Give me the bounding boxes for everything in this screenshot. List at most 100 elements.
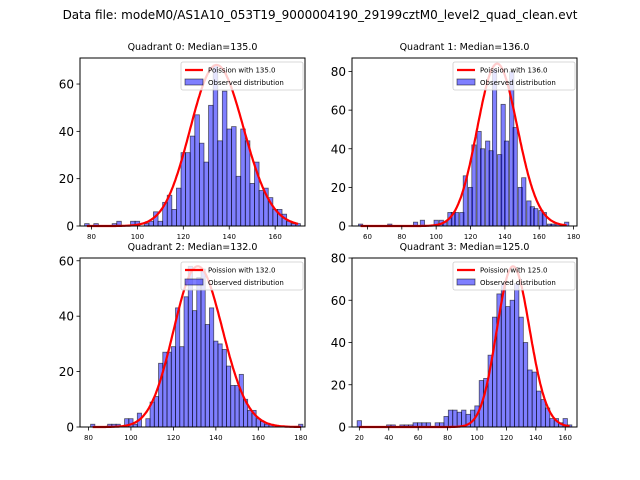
histogram-bar bbox=[200, 268, 206, 428]
histogram-bar bbox=[249, 183, 255, 227]
histogram-bar bbox=[447, 409, 454, 428]
histogram-bar bbox=[258, 190, 265, 227]
x-tick-label: 180 bbox=[294, 434, 307, 442]
histogram-bar bbox=[187, 265, 193, 428]
legend-box bbox=[180, 61, 304, 91]
histogram-bar bbox=[454, 212, 460, 227]
histogram-bar bbox=[217, 140, 223, 227]
legend-box bbox=[180, 261, 304, 291]
legend-bar-swatch bbox=[456, 78, 476, 86]
y-tick-label: 40 bbox=[59, 310, 74, 324]
x-tick-label: 120 bbox=[500, 434, 513, 442]
histogram-bar bbox=[203, 161, 209, 227]
axes-frame bbox=[351, 57, 578, 227]
x-tick-label: 120 bbox=[177, 233, 190, 241]
axes-frame bbox=[79, 257, 306, 428]
x-tick-label: 80 bbox=[397, 233, 406, 241]
y-tick-label: 20 bbox=[331, 181, 346, 195]
histogram-bar bbox=[145, 418, 151, 428]
histogram-bar bbox=[170, 346, 176, 428]
x-tick-label: 80 bbox=[87, 233, 96, 241]
subplot-title: Quadrant 2: Median=132.0 bbox=[128, 242, 258, 253]
y-tick-label: 20 bbox=[331, 378, 346, 392]
x-tick-label: 40 bbox=[384, 434, 393, 442]
legend-label-poisson: Poission with 132.0 bbox=[208, 267, 276, 275]
x-tick-label: 20 bbox=[355, 434, 364, 442]
histogram-bar bbox=[153, 396, 159, 428]
histogram-bar bbox=[452, 409, 458, 428]
x-tick-label: 180 bbox=[567, 233, 580, 241]
histogram-bar bbox=[171, 209, 177, 227]
legend-label-observed: Observed distribution bbox=[208, 279, 284, 287]
x-tick-label: 140 bbox=[529, 434, 542, 442]
y-tick-label: 40 bbox=[59, 125, 74, 139]
histogram-bar bbox=[536, 390, 542, 428]
histogram-bar bbox=[521, 177, 527, 227]
x-tick-label: 160 bbox=[559, 434, 572, 442]
histogram-bar bbox=[226, 128, 232, 227]
legend-box bbox=[452, 261, 576, 291]
x-tick-label: 100 bbox=[429, 233, 442, 241]
subplot-title: Quadrant 1: Median=136.0 bbox=[400, 42, 530, 53]
legend-bar-swatch bbox=[184, 278, 204, 286]
x-tick-label: 80 bbox=[443, 434, 452, 442]
y-tick-label: 0 bbox=[66, 220, 74, 234]
histogram-bar bbox=[549, 418, 555, 428]
histogram-bar bbox=[533, 208, 539, 227]
histogram-bar bbox=[492, 69, 498, 227]
histogram-bar bbox=[217, 343, 223, 428]
histogram-bar bbox=[221, 349, 227, 428]
histogram-bar bbox=[456, 411, 462, 428]
histogram-bar bbox=[189, 135, 196, 227]
legend-label-poisson: Poission with 125.0 bbox=[480, 267, 548, 275]
histogram-bar bbox=[179, 346, 185, 428]
x-tick-label: 60 bbox=[363, 233, 372, 241]
histogram-bar bbox=[194, 114, 200, 227]
histogram-bar bbox=[244, 140, 251, 227]
x-tick-label: 160 bbox=[268, 233, 281, 241]
x-tick-label: 100 bbox=[131, 233, 144, 241]
subplot-quadrant-3: Quadrant 3: Median=125.0 0 20 40 60 80 20 40 60 8… bbox=[331, 242, 578, 442]
histogram-bar bbox=[192, 310, 198, 428]
histogram-bar bbox=[166, 351, 172, 428]
legend-bar-swatch bbox=[184, 78, 204, 86]
subplot-quadrant-1: Quadrant 1: Median=136.0 0 20 40 60 80 60 80 100… bbox=[331, 42, 581, 241]
histogram-bar bbox=[512, 127, 518, 227]
histogram-bar bbox=[231, 126, 237, 227]
histogram-bar bbox=[540, 399, 546, 428]
legend-label-observed: Observed distribution bbox=[480, 279, 556, 287]
subplot-quadrant-2: Quadrant 2: Median=132.0 0 20 40 60 80 100 120 1… bbox=[59, 242, 308, 442]
subplot-quadrant-0: Quadrant 0: Median=135.0 0 20 40 60 80 100 120 1… bbox=[59, 42, 306, 241]
subplot-title: Quadrant 3: Median=125.0 bbox=[400, 242, 530, 253]
x-tick-label: 80 bbox=[84, 434, 93, 442]
histogram-bar bbox=[514, 282, 520, 428]
x-tick-label: 120 bbox=[167, 434, 180, 442]
x-tick-label: 120 bbox=[464, 233, 477, 241]
histogram-bar bbox=[157, 220, 164, 227]
histogram-bar bbox=[183, 296, 189, 428]
x-tick-label: 140 bbox=[498, 233, 511, 241]
histogram-bar bbox=[208, 104, 214, 227]
histogram-bar bbox=[226, 365, 232, 428]
legend-label-poisson: Poission with 136.0 bbox=[480, 67, 548, 75]
legend: Poission with 136.0 Observed distribution bbox=[452, 61, 576, 91]
y-tick-label: 0 bbox=[66, 421, 74, 435]
y-tick-label: 80 bbox=[331, 252, 346, 266]
histogram-bar bbox=[185, 152, 191, 227]
histogram-bar bbox=[176, 187, 182, 227]
histogram-bar bbox=[221, 90, 228, 227]
histogram-bar bbox=[213, 340, 219, 428]
histogram-bar bbox=[518, 316, 524, 428]
histogram-bar bbox=[196, 276, 202, 428]
axes-frame bbox=[79, 57, 306, 227]
histogram-bar bbox=[531, 371, 537, 428]
x-tick-label: 60 bbox=[414, 434, 423, 442]
histogram-bar bbox=[209, 307, 215, 428]
histogram-bar bbox=[522, 342, 529, 428]
y-tick-label: 60 bbox=[59, 254, 74, 268]
histogram-bar bbox=[443, 416, 449, 428]
y-tick-label: 0 bbox=[338, 421, 346, 435]
x-tick-label: 160 bbox=[533, 233, 546, 241]
histogram-bar bbox=[240, 128, 246, 227]
